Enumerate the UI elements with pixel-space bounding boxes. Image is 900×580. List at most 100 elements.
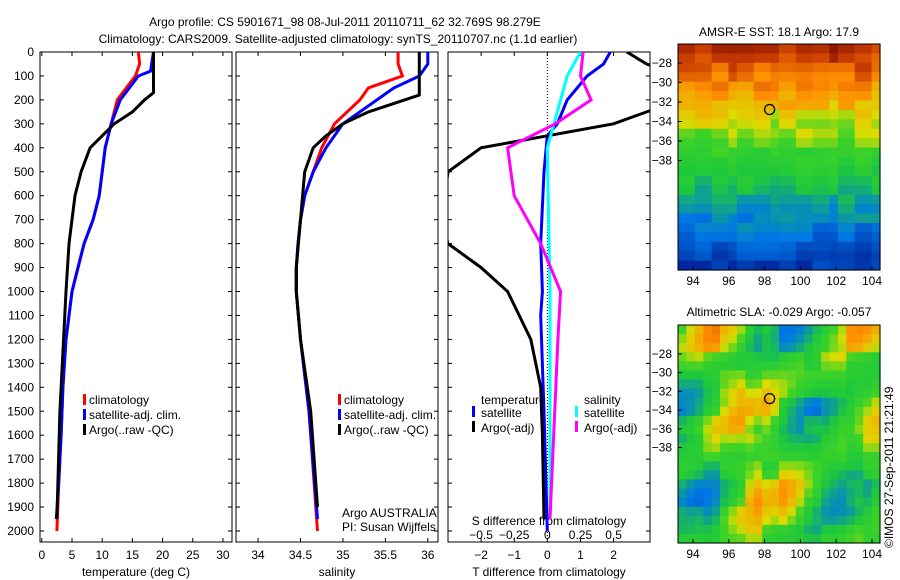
- heatmap-cell: [728, 434, 738, 444]
- heatmap-cell: [804, 506, 814, 517]
- series-line-s-argo-adj-: [505, 52, 593, 520]
- heatmap-cell: [795, 352, 805, 362]
- heatmap-cell: [846, 100, 856, 111]
- heatmap-cell: [736, 62, 746, 73]
- heatmap-cell: [854, 175, 864, 186]
- heatmap-cell: [779, 379, 789, 390]
- heatmap-cell: [728, 53, 738, 64]
- heatmap-cell: [686, 334, 696, 344]
- heatmap-cell: [728, 91, 738, 102]
- heatmap-cell: [787, 44, 797, 55]
- heatmap-cell: [863, 232, 873, 243]
- heatmap-cell: [837, 194, 847, 205]
- heatmap-cell: [686, 370, 696, 381]
- heatmap-cell: [711, 434, 721, 444]
- heatmap-cell: [837, 497, 847, 508]
- heatmap-cell: [694, 379, 704, 390]
- legend-swatch: [83, 409, 86, 420]
- heatmap-cell: [728, 524, 738, 535]
- heatmap-cell: [837, 361, 847, 372]
- heatmap-cell: [871, 175, 881, 186]
- y-tick-label: 2000: [7, 524, 34, 538]
- heatmap-cell: [787, 109, 797, 120]
- heatmap-cell: [703, 213, 713, 224]
- heatmap-cell: [762, 62, 772, 73]
- heatmap-cell: [846, 479, 856, 490]
- heatmap-cell: [787, 515, 797, 526]
- heatmap-cell: [863, 109, 873, 120]
- heatmap-cell: [770, 260, 780, 271]
- heatmap-cell: [694, 488, 704, 499]
- heatmap-cell: [762, 452, 772, 462]
- heatmap-cell: [694, 44, 704, 55]
- heatmap-cell: [694, 397, 704, 408]
- y-tick-label: −32: [652, 384, 673, 398]
- heatmap-cell: [821, 232, 831, 243]
- heatmap-cell: [736, 343, 746, 353]
- heatmap-cell: [871, 157, 881, 168]
- heatmap-cell: [728, 415, 738, 426]
- heatmap-cell: [762, 204, 772, 215]
- heatmap-cell: [871, 119, 881, 130]
- heatmap-cell: [829, 222, 839, 233]
- heatmap-cell: [804, 157, 814, 168]
- heatmap-cell: [804, 424, 814, 435]
- heatmap-cell: [686, 62, 696, 73]
- heatmap-cell: [846, 109, 856, 120]
- heatmap-cell: [736, 91, 746, 102]
- heatmap-cell: [720, 62, 730, 73]
- heatmap-cell: [703, 506, 713, 517]
- heatmap-cell: [711, 166, 721, 177]
- heatmap-cell: [871, 452, 881, 462]
- heatmap-cell: [787, 53, 797, 64]
- heatmap-cell: [821, 138, 831, 149]
- heatmap-cell: [770, 443, 780, 453]
- heatmap-cell: [711, 497, 721, 508]
- heatmap-cell: [829, 62, 839, 73]
- heatmap-cell: [787, 415, 797, 426]
- heatmap-cell: [779, 72, 789, 83]
- heatmap-cell: [711, 128, 721, 139]
- heatmap-cell: [846, 406, 856, 417]
- heatmap-cell: [736, 388, 746, 399]
- heatmap-cell: [871, 488, 881, 499]
- y-tick-label: 1900: [7, 500, 34, 514]
- heatmap-cell: [795, 479, 805, 490]
- heatmap-cell: [745, 81, 755, 92]
- heatmap-cell: [854, 524, 864, 535]
- legend-title: salinity: [584, 393, 621, 407]
- heatmap-cell: [854, 166, 864, 177]
- heatmap-cell: [728, 185, 738, 196]
- heatmap-cell: [795, 81, 805, 92]
- heatmap-cell: [829, 415, 839, 426]
- heatmap-cell: [720, 424, 730, 435]
- heatmap-cell: [711, 334, 721, 344]
- x-tick-label: 34.5: [289, 548, 313, 562]
- heatmap-cell: [821, 397, 831, 408]
- heatmap-cell: [728, 452, 738, 462]
- heatmap-cell: [804, 533, 814, 544]
- heatmap-cell: [745, 334, 755, 344]
- heatmap-cell: [837, 81, 847, 92]
- heatmap-cell: [863, 506, 873, 517]
- heatmap-cell: [694, 352, 704, 362]
- heatmap-cell: [787, 213, 797, 224]
- heatmap-cell: [787, 406, 797, 417]
- heatmap-cell: [812, 138, 822, 149]
- heatmap-cell: [804, 406, 814, 417]
- heatmap-cell: [829, 166, 839, 177]
- heatmap-cell: [753, 260, 763, 271]
- heatmap-cell: [678, 109, 688, 120]
- heatmap-cell: [686, 119, 696, 130]
- heatmap-cell: [787, 434, 797, 444]
- heatmap-cell: [821, 533, 831, 544]
- heatmap-cell: [812, 443, 822, 453]
- heatmap-cell: [720, 194, 730, 205]
- heatmap-cell: [770, 533, 780, 544]
- heatmap-cell: [736, 479, 746, 490]
- heatmap-cell: [745, 232, 755, 243]
- heatmap-cell: [787, 352, 797, 362]
- heatmap-cell: [787, 194, 797, 205]
- heatmap-cell: [846, 204, 856, 215]
- heatmap-cell: [871, 497, 881, 508]
